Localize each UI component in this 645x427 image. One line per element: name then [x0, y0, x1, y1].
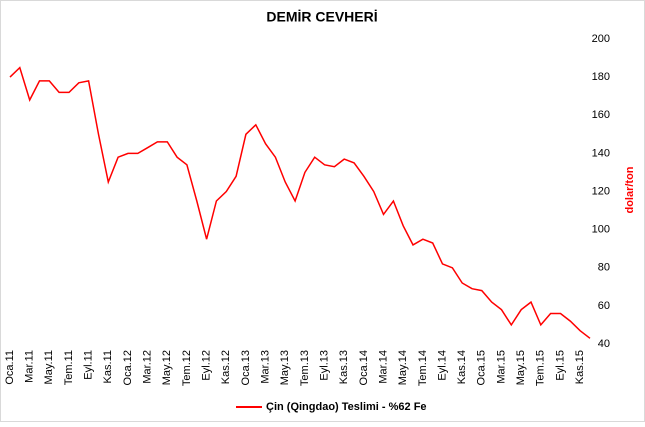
- x-tick-label: May.13: [279, 350, 291, 385]
- y-tick-label: 100: [592, 224, 610, 236]
- x-tick-label: Kas.14: [456, 350, 468, 384]
- x-tick-label: Eyl.11: [83, 350, 95, 380]
- x-tick-label: Mar.11: [24, 350, 36, 383]
- x-tick-label: Tem.13: [299, 350, 311, 386]
- y-tick-label: 200: [592, 33, 610, 45]
- x-tick-label: Oca.14: [358, 350, 370, 385]
- chart-title: DEMİR CEVHERİ: [266, 9, 377, 25]
- x-tick-label: Kas.13: [338, 350, 350, 384]
- y-axis-label: dolar/ton: [624, 166, 636, 213]
- x-tick-label: Eyl.12: [201, 350, 213, 381]
- x-tick-label: Eyl.14: [436, 350, 448, 381]
- x-tick-label: Oca.11: [4, 350, 16, 385]
- x-tick-label: Mar.12: [142, 350, 154, 384]
- x-tick-label: Mar.15: [495, 350, 507, 384]
- x-tick-label: Tem.14: [417, 350, 429, 386]
- x-tick-label: Eyl.13: [318, 350, 330, 381]
- x-tick-label: Kas.11: [102, 350, 114, 383]
- x-tick-label: Kas.15: [574, 350, 586, 384]
- x-tick-label: May.15: [515, 350, 527, 385]
- y-tick-label: 80: [598, 262, 610, 274]
- x-tick-label: Eyl.15: [554, 350, 566, 381]
- x-tick-label: Oca.12: [122, 350, 134, 385]
- legend-label: Çin (Qingdao) Teslimi - %62 Fe: [266, 401, 427, 413]
- x-tick-label: Oca.15: [476, 350, 488, 385]
- x-tick-label: Tem.15: [535, 350, 547, 386]
- x-tick-label: Kas.12: [220, 350, 232, 384]
- x-tick-label: May.12: [161, 350, 173, 385]
- y-tick-label: 140: [592, 147, 610, 159]
- x-tick-label: Tem.11: [63, 350, 75, 385]
- y-tick-label: 60: [598, 300, 610, 312]
- x-tick-label: Oca.13: [240, 350, 252, 385]
- line: [9, 66, 591, 339]
- x-tick-label: May.11: [43, 350, 55, 384]
- y-tick-label: 120: [592, 185, 610, 197]
- x-tick-label: Tem.12: [181, 350, 193, 386]
- y-tick-label: 180: [592, 71, 610, 83]
- y-tick-label: 40: [598, 338, 610, 350]
- x-tick-label: May.14: [397, 350, 409, 385]
- x-tick-label: Mar.14: [377, 350, 389, 384]
- y-tick-label: 160: [592, 109, 610, 121]
- x-tick-label: Mar.13: [259, 350, 271, 384]
